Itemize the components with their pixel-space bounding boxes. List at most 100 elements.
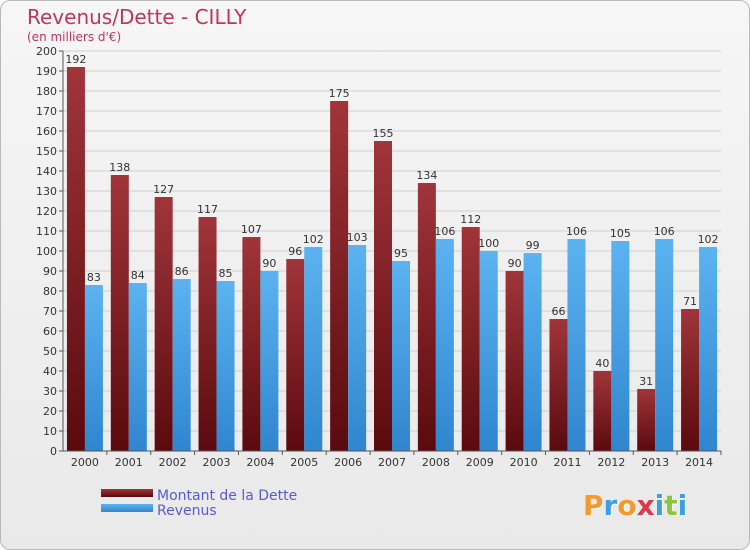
bar-debt xyxy=(110,175,129,451)
data-label: 83 xyxy=(87,271,101,284)
x-tick-label: 2012 xyxy=(597,456,625,469)
bar-debt xyxy=(461,227,480,451)
legend-label-debt: Montant de la Dette xyxy=(157,488,297,504)
y-tick-label: 40 xyxy=(43,365,57,378)
x-tick-label: 2007 xyxy=(378,456,406,469)
data-label: 40 xyxy=(595,357,609,370)
data-label: 66 xyxy=(551,305,565,318)
bar-revenue xyxy=(128,283,147,451)
data-label: 112 xyxy=(460,213,481,226)
bar-debt xyxy=(549,319,568,451)
x-tick-label: 2000 xyxy=(71,456,99,469)
y-tick-label: 10 xyxy=(43,425,57,438)
bar-revenue xyxy=(699,247,718,451)
logo-letter: i xyxy=(677,489,688,522)
y-tick-label: 150 xyxy=(36,145,57,158)
bar-debt xyxy=(66,67,85,451)
logo-letter: P xyxy=(583,489,604,522)
logo-letter: o xyxy=(617,489,637,522)
x-tick-label: 2014 xyxy=(685,456,713,469)
bar-revenue xyxy=(611,241,630,451)
y-tick-label: 110 xyxy=(36,225,57,238)
data-label: 192 xyxy=(65,53,86,66)
logo-letter: t xyxy=(664,489,678,522)
data-label: 127 xyxy=(153,183,174,196)
bar-revenue xyxy=(392,261,410,451)
data-labels: 1928313884127861178510790961021751031559… xyxy=(65,53,718,388)
logo-letter: x xyxy=(636,489,655,522)
y-tick-label: 200 xyxy=(36,45,57,58)
x-tick-label: 2004 xyxy=(246,456,274,469)
bar-revenue xyxy=(260,271,279,451)
bar-revenue xyxy=(567,239,586,451)
data-label: 71 xyxy=(683,295,697,308)
axes: 0 10 20 30 40 50 60 70 80 90 100 110 120 130 140 150 160… xyxy=(36,45,722,469)
data-label: 175 xyxy=(329,87,350,100)
data-label: 102 xyxy=(698,233,719,246)
data-label: 105 xyxy=(610,227,631,240)
bar-revenue xyxy=(655,239,674,451)
data-label: 107 xyxy=(241,223,262,236)
x-tick-label: 2005 xyxy=(290,456,318,469)
bar-revenue xyxy=(216,281,235,451)
bar-revenue xyxy=(479,251,498,451)
legend-swatch-revenue xyxy=(101,504,153,512)
data-label: 84 xyxy=(131,269,145,282)
data-label: 100 xyxy=(478,237,499,250)
bar-revenue xyxy=(84,285,103,451)
x-tick-label: 2008 xyxy=(422,456,450,469)
y-tick-label: 170 xyxy=(36,105,57,118)
bar-revenue xyxy=(348,245,367,451)
data-label: 103 xyxy=(347,231,368,244)
bar-revenue xyxy=(523,253,542,451)
data-label: 138 xyxy=(109,161,130,174)
data-label: 106 xyxy=(654,225,675,238)
bar-debt xyxy=(417,183,436,451)
y-tick-label: 160 xyxy=(36,125,57,138)
y-tick-label: 140 xyxy=(36,165,57,178)
data-label: 99 xyxy=(526,239,540,252)
y-tick-label: 20 xyxy=(43,405,57,418)
data-label: 85 xyxy=(219,267,233,280)
y-tick-label: 60 xyxy=(43,325,57,338)
y-tick-label: 80 xyxy=(43,285,57,298)
bar-debt xyxy=(505,271,524,451)
y-tick-label: 70 xyxy=(43,305,57,318)
data-label: 117 xyxy=(197,203,218,216)
data-label: 86 xyxy=(175,265,189,278)
y-tick-label: 50 xyxy=(43,345,57,358)
bar-revenue xyxy=(172,279,191,451)
data-label: 90 xyxy=(508,257,522,270)
y-tick-label: 100 xyxy=(36,245,57,258)
data-label: 106 xyxy=(434,225,455,238)
bar-debt xyxy=(593,371,612,451)
chart-title: Revenus/Dette - CILLY xyxy=(27,5,247,29)
data-label: 102 xyxy=(303,233,324,246)
proxiti-logo: Proxiti xyxy=(583,489,687,522)
bars xyxy=(66,67,718,451)
bar-debt xyxy=(198,217,217,451)
bar-debt xyxy=(242,237,261,451)
data-label: 90 xyxy=(262,257,276,270)
legend-swatch-debt xyxy=(101,489,153,497)
legend-label-revenue: Revenus xyxy=(157,503,217,519)
data-label: 96 xyxy=(288,245,302,258)
bar-debt xyxy=(374,141,392,451)
x-tick-label: 2001 xyxy=(115,456,143,469)
logo-letter: r xyxy=(603,489,618,522)
x-tick-label: 2013 xyxy=(641,456,669,469)
bar-debt xyxy=(681,309,700,451)
x-tick-label: 2006 xyxy=(334,456,362,469)
x-tick-label: 2009 xyxy=(466,456,494,469)
y-tick-label: 90 xyxy=(43,265,57,278)
data-label: 106 xyxy=(566,225,587,238)
x-tick-label: 2011 xyxy=(553,456,581,469)
bar-revenue xyxy=(435,239,454,451)
y-tick-label: 120 xyxy=(36,205,57,218)
logo-letter: i xyxy=(654,489,665,522)
legend: Montant de la Dette Revenus xyxy=(101,488,297,519)
bar-debt xyxy=(154,197,173,451)
data-label: 134 xyxy=(416,169,437,182)
